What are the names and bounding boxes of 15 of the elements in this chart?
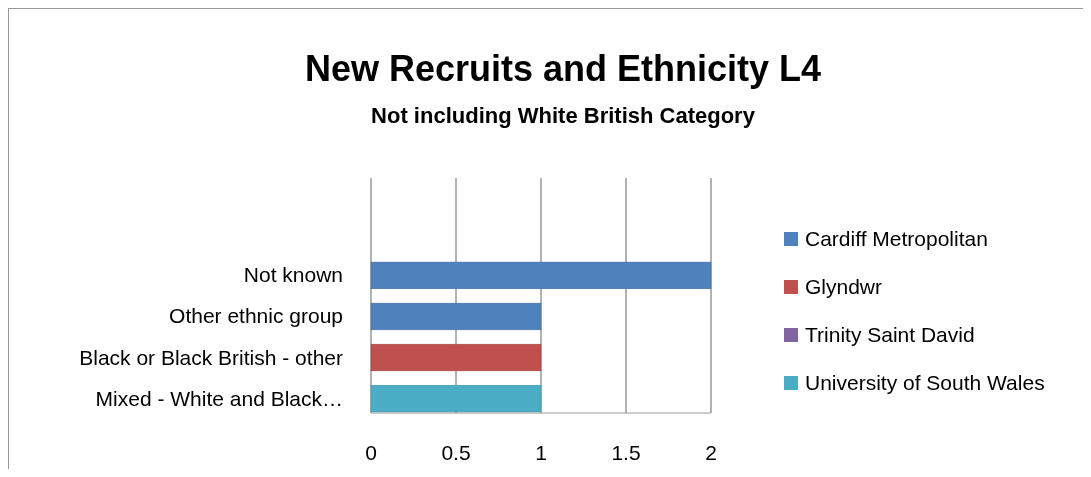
x-tick-label: 1 bbox=[535, 441, 547, 464]
x-tick-label: 2 bbox=[705, 441, 717, 464]
x-tick-label: 0 bbox=[365, 441, 377, 464]
y-tick-label: Other ethnic group bbox=[169, 304, 343, 328]
y-tick-label: Mixed - White and Black… bbox=[95, 386, 343, 410]
y-tick-label: Black or Black British - other bbox=[79, 345, 343, 369]
chart-subtitle: Not including White British Category bbox=[371, 103, 756, 128]
y-tick-label: Not known bbox=[243, 263, 343, 287]
legend-label: Cardiff Metropolitan bbox=[805, 227, 988, 250]
chart-title: New Recruits and Ethnicity L4 bbox=[304, 48, 822, 89]
legend-label: Trinity Saint David bbox=[805, 323, 975, 346]
legend-label: Glyndwr bbox=[805, 275, 883, 298]
x-tick-label: 0.5 bbox=[441, 441, 471, 464]
x-tick-label: 1.5 bbox=[611, 441, 641, 464]
legend-label: University of South Wales bbox=[805, 371, 1045, 394]
